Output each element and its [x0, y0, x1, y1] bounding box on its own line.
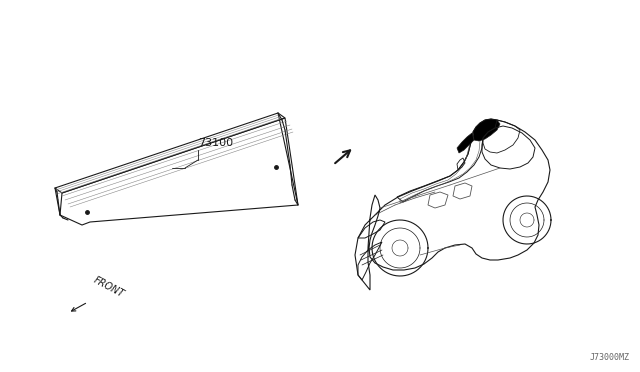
Text: 73100: 73100 — [198, 138, 233, 148]
Polygon shape — [457, 133, 474, 153]
Polygon shape — [473, 119, 500, 141]
Text: J73000MZ: J73000MZ — [590, 353, 630, 362]
Text: FRONT: FRONT — [92, 275, 126, 299]
